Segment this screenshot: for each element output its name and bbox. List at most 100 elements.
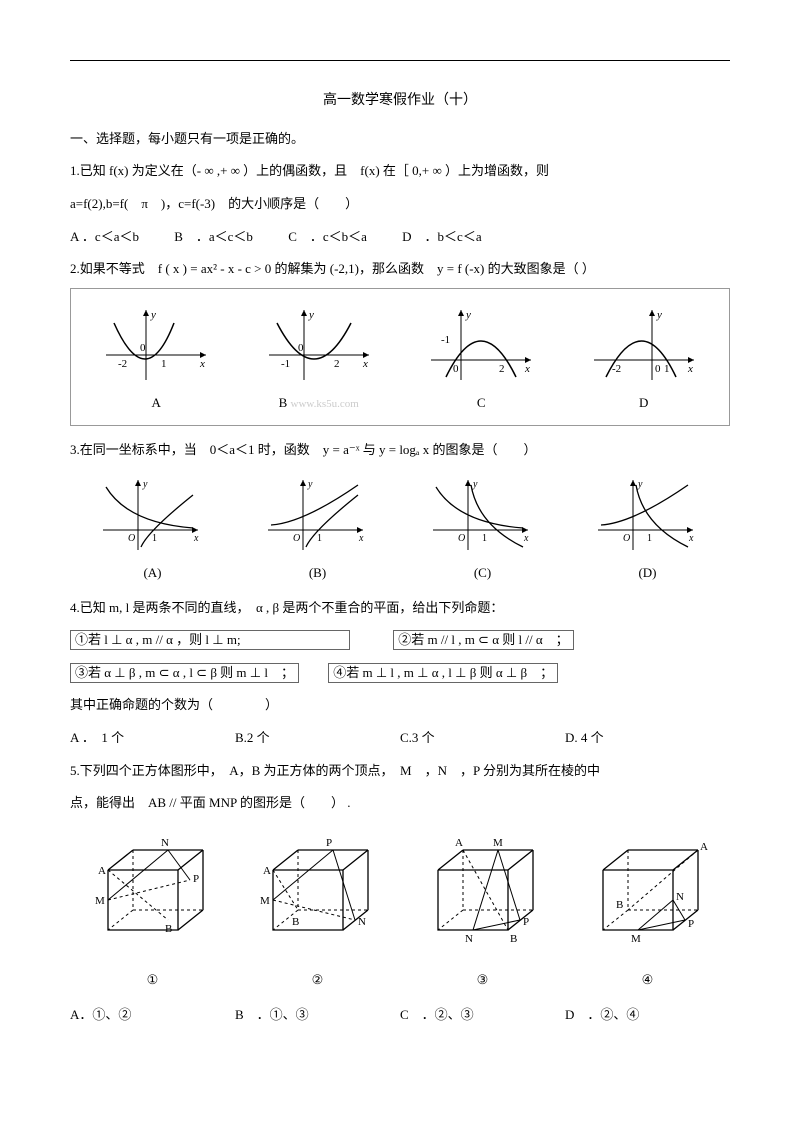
svg-text:M: M: [260, 895, 270, 907]
svg-text:x: x: [687, 363, 693, 375]
cube-1: AB NMP: [70, 830, 235, 961]
q1-line2: a=f(2),b=f( π )，c=f(-3) 的大小顺序是（ ）: [70, 190, 730, 219]
svg-text:2: 2: [499, 363, 505, 375]
q5-opt-c: C ．②、③: [400, 1001, 565, 1030]
svg-text:y: y: [150, 309, 156, 321]
svg-text:x: x: [362, 358, 368, 370]
q2-label-d: D: [563, 389, 726, 418]
q2-graph-box: y x 0 -21 A y x 0 -12 B www.ks5u.com y x…: [70, 288, 730, 427]
q3-graph-b: yx O1 (B): [235, 475, 400, 588]
svg-text:A: A: [700, 841, 708, 853]
cube-2: AB PMN: [235, 830, 400, 961]
svg-text:P: P: [688, 918, 694, 930]
q5-cubes: A B N M P A B P M N: [70, 830, 730, 961]
cube-4: AB MNP: [565, 830, 730, 961]
svg-text:y: y: [656, 309, 662, 321]
q3-graphs: y x O 1 (A) y x O 1 (B) y x O 1 (C): [70, 475, 730, 588]
q1-opt-b: B ．a＜c＜b: [174, 229, 253, 244]
q5-num-2: ②: [312, 966, 324, 995]
svg-text:1: 1: [482, 533, 487, 544]
q5-num-1: ①: [147, 966, 159, 995]
svg-text:B: B: [510, 933, 517, 945]
svg-text:A: A: [98, 865, 106, 877]
q4-options: A ． 1 个 B.2 个 C.3 个 D. 4 个: [70, 724, 730, 753]
q2-graphs: y x 0 -21 A y x 0 -12 B www.ks5u.com y x…: [75, 305, 725, 418]
svg-text:x: x: [523, 533, 529, 544]
q5-opt-a: A．①、②: [70, 1001, 235, 1030]
q3-label-c: (C): [400, 559, 565, 588]
svg-text:x: x: [524, 363, 530, 375]
svg-text:P: P: [523, 916, 529, 928]
q3-graph-c: y x O 1 (C): [400, 475, 565, 588]
q2-graph-b: y x 0 -12 B www.ks5u.com: [238, 305, 401, 418]
svg-text:x: x: [688, 533, 694, 544]
q4-opt-c: C.3 个: [400, 724, 565, 753]
section-heading: 一、选择题，每小题只有一项是正确的。: [70, 125, 730, 154]
q5-num-4: ④: [642, 966, 654, 995]
svg-text:1: 1: [317, 533, 322, 544]
q1-line1: 1.已知 f(x) 为定义在（- ∞ ,+ ∞ ）上的偶函数，且 f(x) 在［…: [70, 157, 730, 186]
svg-text:y: y: [637, 479, 643, 490]
svg-text:B: B: [165, 923, 172, 935]
q2-graph-a: y x 0 -21 A: [75, 305, 238, 418]
q1-opt-a: A ．c＜a＜b: [70, 229, 139, 244]
svg-text:0: 0: [453, 363, 459, 375]
svg-text:O: O: [458, 533, 465, 544]
q4-props2: ③若 α ⊥ β , m ⊂ α , l ⊂ β 则 m ⊥ l ； ④若 m …: [70, 659, 730, 688]
svg-text:1: 1: [664, 363, 670, 375]
svg-text:y: y: [142, 479, 148, 490]
svg-text:x: x: [193, 533, 199, 544]
q5-opt-b: B ．①、③: [235, 1001, 400, 1030]
svg-text:P: P: [326, 837, 332, 849]
svg-text:x: x: [358, 533, 364, 544]
q2-graph-c: y x 0 -12 C: [400, 305, 563, 418]
svg-text:B: B: [292, 916, 299, 928]
svg-text:0: 0: [655, 363, 661, 375]
svg-text:N: N: [465, 933, 473, 945]
q4-p4: ④若 m ⊥ l , m ⊥ α , l ⊥ β 则 α ⊥ β ；: [328, 663, 558, 683]
q1-options: A ．c＜a＜b B ．a＜c＜b C ．c＜b＜a D ．b＜c＜a: [70, 223, 730, 252]
q5-line2: 点，能得出 AB // 平面 MNP 的图形是（ ） .: [70, 789, 730, 818]
watermark: www.ks5u.com: [291, 398, 359, 410]
q4-p2: ②若 m // l , m ⊂ α 则 l // α ；: [393, 630, 573, 650]
svg-text:2: 2: [334, 358, 340, 370]
q5-num-3: ③: [477, 966, 489, 995]
q5-opt-d: D ．②、④: [565, 1001, 730, 1030]
cube-3: A B M N P: [400, 830, 565, 961]
svg-text:N: N: [161, 837, 169, 849]
svg-text:A: A: [455, 837, 463, 849]
svg-text:M: M: [493, 837, 503, 849]
svg-text:-2: -2: [118, 358, 127, 370]
q2-label-c: C: [400, 389, 563, 418]
q2-label-b: B: [279, 395, 288, 410]
q4-line1: 4.已知 m, l 是两条不同的直线， α , β 是两个不重合的平面，给出下列…: [70, 594, 730, 623]
q3-label-d: (D): [565, 559, 730, 588]
q4-opt-a: A ． 1 个: [70, 724, 235, 753]
q3-text: 3.在同一坐标系中，当 0＜a＜1 时，函数 y = a⁻ˣ 与 y = log…: [70, 436, 730, 465]
svg-text:1: 1: [647, 533, 652, 544]
q5-options: A．①、② B ．①、③ C ．②、③ D ．②、④: [70, 1001, 730, 1030]
q5-nums: ① ② ③ ④: [70, 966, 730, 995]
q4-p1: ①若 l ⊥ α , m // α ，则 l ⊥ m;: [70, 630, 350, 650]
svg-text:y: y: [472, 479, 478, 490]
svg-text:x: x: [199, 358, 205, 370]
q4-props1: ①若 l ⊥ α , m // α ，则 l ⊥ m; ②若 m // l , …: [70, 626, 730, 655]
q5-line1: 5.下列四个正方体图形中， A，B 为正方体的两个顶点， M ，N ，P 分别为…: [70, 757, 730, 786]
q3-label-b: (B): [235, 559, 400, 588]
q3-label-a: (A): [70, 559, 235, 588]
svg-text:B: B: [616, 899, 623, 911]
q2-graph-d: y x 0 -21 D: [563, 305, 726, 418]
page-title: 高一数学寒假作业（十）: [70, 86, 730, 117]
q2-text: 2.如果不等式 f ( x ) = ax² - x - c > 0 的解集为 (…: [70, 255, 730, 284]
svg-text:O: O: [128, 533, 135, 544]
q3-graph-d: yx O1 (D): [565, 475, 730, 588]
q4-line3: 其中正确命题的个数为（ ）: [70, 691, 730, 720]
q3-graph-a: yx O1 (A): [70, 475, 235, 588]
q4-opt-d: D. 4 个: [565, 724, 730, 753]
rule-top: [70, 60, 730, 61]
q1-opt-d: D ．b＜c＜a: [402, 229, 481, 244]
q2-label-a: A: [75, 389, 238, 418]
svg-text:N: N: [676, 891, 684, 903]
svg-text:O: O: [293, 533, 300, 544]
q4-p3: ③若 α ⊥ β , m ⊂ α , l ⊂ β 则 m ⊥ l ；: [70, 663, 299, 683]
